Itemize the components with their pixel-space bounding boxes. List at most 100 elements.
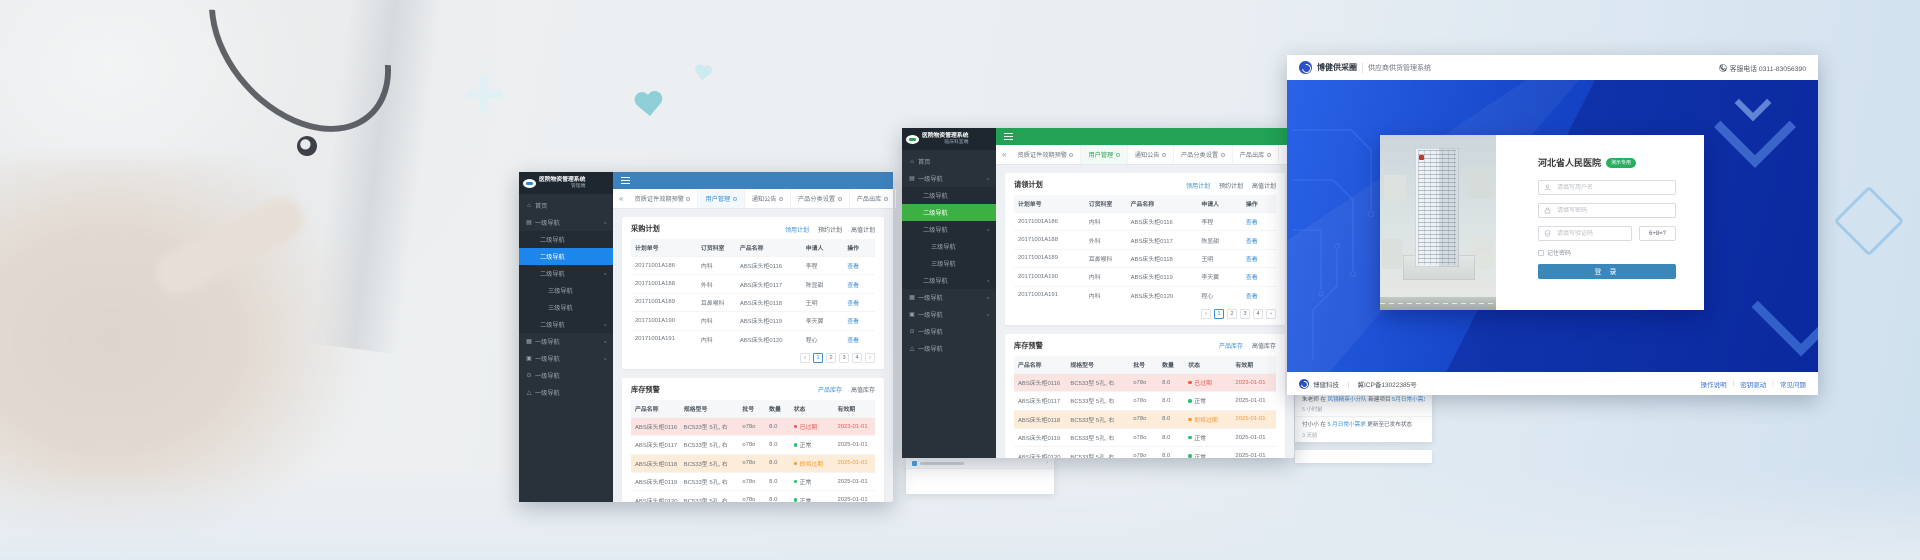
page-3[interactable]: 3 xyxy=(839,352,849,363)
view-link[interactable]: 查看 xyxy=(847,300,860,307)
activity-link[interactable]: 5 月日常小需求 xyxy=(1327,422,1366,429)
captcha-question[interactable]: 6+8=? xyxy=(1639,226,1676,241)
username-field[interactable] xyxy=(1538,180,1676,195)
menu-icon[interactable] xyxy=(621,177,630,184)
view-link[interactable]: 查看 xyxy=(1245,293,1258,300)
captcha-field[interactable] xyxy=(1538,226,1632,241)
page-2[interactable]: 2 xyxy=(1227,308,1237,319)
remember-password[interactable]: 记住密码 xyxy=(1538,248,1676,257)
table-header-row: 产品名称 规格型号 批号 数量 状态 有效期 xyxy=(631,399,875,418)
tab-notice[interactable]: 通知公告 xyxy=(745,189,791,208)
sidebar-item-nav1[interactable]: ▤ 一级导航 ∧ xyxy=(526,220,607,227)
activity-item: 付小小 在 5 月日常小需求 更新至已发布状态 3 天前 xyxy=(1295,417,1432,441)
tab-product-outbound[interactable]: 产品出库 xyxy=(1233,145,1279,164)
page-1[interactable]: 1 xyxy=(813,352,823,363)
username-input[interactable] xyxy=(1555,183,1670,192)
page-next[interactable]: › xyxy=(865,352,875,363)
link-product-stock[interactable]: 产品库存 xyxy=(1218,344,1243,351)
login-footer: 博健科技 ｜ 冀ICP备13022385号 操作说明 | 密钥驱动 | 常见问题 xyxy=(1287,372,1818,395)
link-highvalue-plan[interactable]: 高值计划 xyxy=(850,227,875,234)
link-product-stock[interactable]: 产品库存 xyxy=(817,388,842,395)
password-input[interactable] xyxy=(1555,206,1670,215)
tab-user-management[interactable]: 用户管理 xyxy=(698,189,745,208)
sidebar-item-nav1[interactable]: △ 一级导航 xyxy=(526,390,560,397)
link-use-plan[interactable]: 领用计划 xyxy=(784,227,809,234)
tab-product-category[interactable]: 产品分类设置 xyxy=(791,189,850,208)
tab-certificate-warning[interactable]: 资质证件效期预警 xyxy=(1010,145,1082,164)
link-operation-guide[interactable]: 操作说明 xyxy=(1700,381,1727,389)
collapse-tabs-icon[interactable]: « xyxy=(1002,149,1007,159)
sidebar-item-nav1[interactable]: ▦ 一级导航 ∨ xyxy=(909,295,990,302)
table-row: ABS床头柜0120 BC533型 5孔, 右 o78o 8.0 正常 2025… xyxy=(1014,446,1276,458)
activity-link[interactable]: 风镜精英小分队 xyxy=(1327,397,1367,403)
sidebar-item-nav2[interactable]: 二级导航 ∨ xyxy=(519,316,613,333)
sidebar-item-nav2[interactable]: 二级导航 xyxy=(519,231,613,248)
tab-certificate-warning[interactable]: 资质证件效期预警 xyxy=(627,189,699,208)
sidebar-item-nav3[interactable]: 三级导航 xyxy=(519,282,613,299)
sidebar-item-nav2[interactable]: 二级导航 xyxy=(902,187,996,204)
collapse-tabs-icon[interactable]: « xyxy=(619,193,624,203)
view-link[interactable]: 查看 xyxy=(847,319,860,326)
page-4[interactable]: 4 xyxy=(1253,308,1263,319)
sidebar-item-nav2-active[interactable]: 二级导航 xyxy=(902,204,996,221)
view-link[interactable]: 查看 xyxy=(1245,238,1258,245)
link-reserve-plan[interactable]: 预约计划 xyxy=(817,227,842,234)
link-faq[interactable]: 常见问题 xyxy=(1780,381,1806,389)
company-name: 博健科技 xyxy=(1313,381,1339,389)
view-link[interactable]: 查看 xyxy=(847,264,860,271)
sidebar-item-nav1[interactable]: ▣ 一级导航 ∨ xyxy=(909,312,990,319)
page-prev[interactable]: ‹ xyxy=(1201,308,1211,319)
view-link[interactable]: 查看 xyxy=(847,337,860,344)
menu-icon[interactable] xyxy=(1004,133,1013,140)
medical-cross-icon xyxy=(466,76,502,112)
checkbox-icon[interactable] xyxy=(1538,249,1544,256)
tab-product-category[interactable]: 产品分类设置 xyxy=(1174,145,1233,164)
sidebar-item-nav1[interactable]: ▣ 一级导航 ∨ xyxy=(526,356,607,363)
sidebar-item-nav1[interactable]: ▤ 一级导航 ∧ xyxy=(909,176,990,183)
login-button[interactable]: 登 录 xyxy=(1538,264,1676,279)
page-3[interactable]: 3 xyxy=(1240,308,1250,319)
sidebar-item-nav1[interactable]: ⊙ 一级导航 xyxy=(909,329,943,336)
tab-notice[interactable]: 通知公告 xyxy=(1128,145,1174,164)
view-link[interactable]: 查看 xyxy=(1245,220,1258,227)
sidebar-item-nav2[interactable]: 二级导航 ∧ xyxy=(519,265,613,282)
sidebar-item-nav1[interactable]: ▦ 一级导航 ∨ xyxy=(526,339,607,346)
view-link[interactable]: 查看 xyxy=(1245,256,1258,263)
page-4[interactable]: 4 xyxy=(852,352,862,363)
link-highvalue-stock[interactable]: 高值库存 xyxy=(1251,344,1276,351)
activity-action: 更新至已发布状态 xyxy=(1365,422,1413,429)
link-use-plan[interactable]: 领用计划 xyxy=(1185,183,1210,190)
sidebar-item-nav1[interactable]: △ 一级导航 xyxy=(909,346,943,353)
caret-up-icon: ∧ xyxy=(603,220,607,224)
sidebar-item-nav1[interactable]: ⊙ 一级导航 xyxy=(526,373,560,380)
sidebar-item-nav2[interactable]: 二级导航 ∨ xyxy=(902,272,996,289)
link-highvalue-stock[interactable]: 高值库存 xyxy=(850,388,875,395)
page-2[interactable]: 2 xyxy=(826,352,836,363)
password-field[interactable] xyxy=(1538,203,1676,218)
status-badge: 已过期 xyxy=(1194,381,1212,388)
link-key-driver[interactable]: 密钥驱动 xyxy=(1740,381,1767,389)
view-link[interactable]: 查看 xyxy=(1245,275,1258,282)
page-1[interactable]: 1 xyxy=(1214,308,1224,319)
tab-bar: « 资质证件效期预警 用户管理 通知公告 产品分类设置 产品出库 xyxy=(996,145,1294,165)
sidebar-item-home[interactable]: ⌂ 首页 xyxy=(519,197,613,214)
expiry-date: 2023-01-01 xyxy=(1231,372,1276,392)
sidebar-item-nav3[interactable]: 三级导航 xyxy=(902,255,996,272)
caret-down-icon: ∨ xyxy=(603,339,607,343)
sidebar-item-nav3[interactable]: 三级导航 xyxy=(519,299,613,316)
link-highvalue-plan[interactable]: 高值计划 xyxy=(1251,183,1276,190)
tab-product-outbound[interactable]: 产品出库 xyxy=(850,189,896,208)
captcha-input[interactable] xyxy=(1555,229,1626,238)
brand-subtitle: 供应商供货管理系统 xyxy=(1368,64,1431,72)
view-link[interactable]: 查看 xyxy=(847,282,860,289)
sidebar-item-nav3[interactable]: 三级导航 xyxy=(902,238,996,255)
table-row: 20171001A188 外科 ABS床头柜0117 陈显甜 查看 xyxy=(631,274,875,294)
sidebar-item-home[interactable]: ⌂ 首页 xyxy=(902,153,996,170)
tab-user-management[interactable]: 用户管理 xyxy=(1081,145,1128,164)
sidebar-item-nav2-active[interactable]: 二级导航 xyxy=(519,248,613,265)
page-prev[interactable]: ‹ xyxy=(800,352,810,363)
link-reserve-plan[interactable]: 预约计划 xyxy=(1218,183,1243,190)
page-next[interactable]: › xyxy=(1266,308,1276,319)
sidebar-item-nav2[interactable]: 二级导航 ∧ xyxy=(902,221,996,238)
